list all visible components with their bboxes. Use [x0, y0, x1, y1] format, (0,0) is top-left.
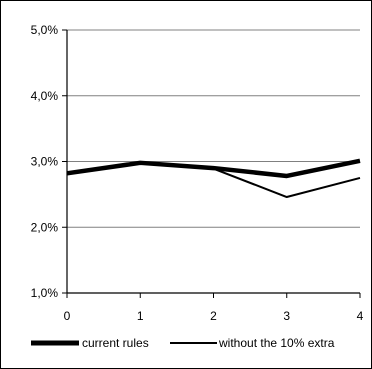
legend-label-2: without the 10% extra [218, 336, 335, 350]
axes [62, 29, 361, 298]
gridlines [67, 29, 360, 228]
x-tick-label: 0 [64, 309, 71, 323]
y-axis-tick-labels: 1,0% 2,0% 3,0% 4,0% 5,0% [31, 23, 59, 300]
series-lines [66, 158, 361, 199]
y-tick-label: 1,0% [31, 286, 59, 300]
x-axis-tick-labels: 0 1 2 3 4 [64, 309, 364, 323]
x-tick-label: 3 [283, 309, 290, 323]
y-tick-label: 4,0% [31, 89, 59, 103]
y-tick-label: 5,0% [31, 23, 59, 37]
x-tick-label: 2 [210, 309, 217, 323]
x-tick-label: 1 [137, 309, 144, 323]
legend-label-1: current rules [82, 336, 149, 350]
x-tick-label: 4 [357, 309, 364, 323]
legend: current rules without the 10% extra [31, 336, 335, 350]
y-tick-label: 3,0% [31, 155, 59, 169]
y-tick-label: 2,0% [31, 220, 59, 234]
